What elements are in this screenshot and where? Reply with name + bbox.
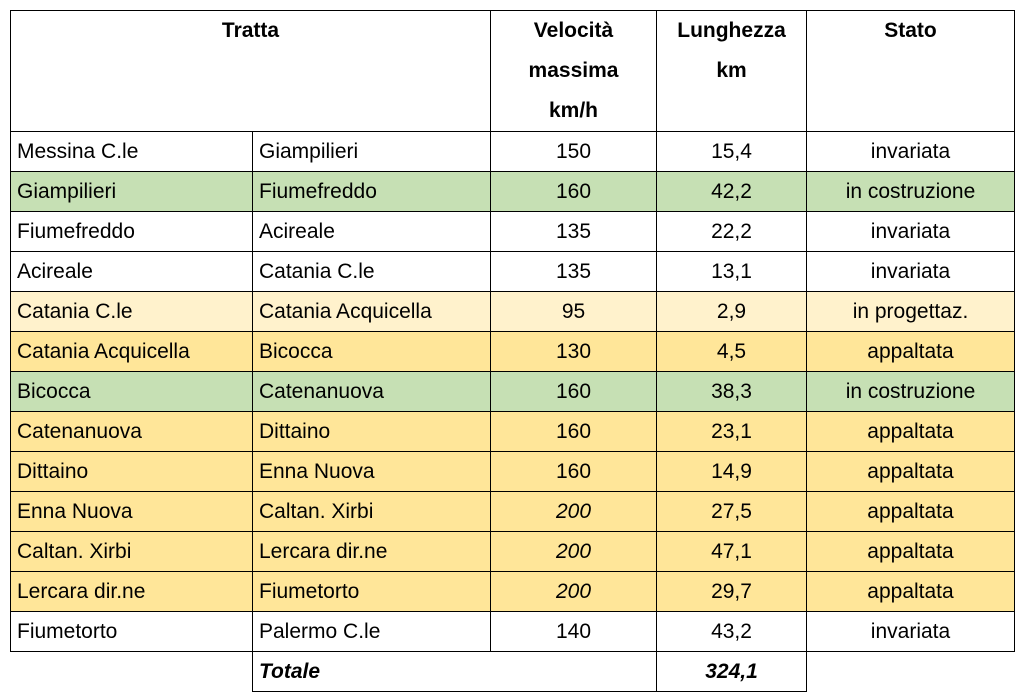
- from-cell: Fiumetorto: [10, 611, 253, 652]
- route-row: Giampilieri Fiumefreddo 160 42,2 in costruzi…: [10, 171, 1015, 212]
- to-cell: Lercara dir.ne: [252, 531, 491, 572]
- status-cell: appaltata: [806, 571, 1015, 612]
- length-cell: 22,2: [656, 211, 807, 252]
- status-cell: invariata: [806, 611, 1015, 652]
- header-line: Velocità: [533, 19, 614, 42]
- empty-cell: [11, 652, 253, 692]
- from-cell: Giampilieri: [10, 171, 253, 212]
- length-cell: 43,2: [656, 611, 807, 652]
- speed-cell: 135: [490, 211, 657, 252]
- route-row: Catania Acquicella Bicocca 130 4,5 appaltata: [10, 331, 1015, 372]
- speed-cell: 140: [490, 611, 657, 652]
- length-cell: 38,3: [656, 371, 807, 412]
- length-cell: 14,9: [656, 451, 807, 492]
- status-cell: in costruzione: [806, 171, 1015, 212]
- empty-cell: [807, 652, 1015, 692]
- route-row: Fiumefreddo Acireale 135 22,2 invariata: [10, 211, 1015, 252]
- to-cell: Giampilieri: [252, 131, 491, 172]
- status-cell: appaltata: [806, 411, 1015, 452]
- length-cell: 13,1: [656, 251, 807, 292]
- speed-cell: 200: [490, 491, 657, 532]
- route-row: Acireale Catania C.le 135 13,1 invariata: [10, 251, 1015, 292]
- route-row: Lercara dir.ne Fiumetorto 200 29,7 appaltata: [10, 571, 1015, 612]
- total-label: Totale: [252, 651, 657, 692]
- speed-cell: 160: [490, 411, 657, 452]
- speed-cell: 95: [490, 291, 657, 332]
- from-cell: Dittaino: [10, 451, 253, 492]
- length-cell: 47,1: [656, 531, 807, 572]
- status-cell: invariata: [806, 251, 1015, 292]
- from-cell: Catania Acquicella: [10, 331, 253, 372]
- total-value: 324,1: [656, 651, 807, 692]
- speed-cell: 160: [490, 171, 657, 212]
- status-cell: invariata: [806, 131, 1015, 172]
- route-row: Dittaino Enna Nuova 160 14,9 appaltata: [10, 451, 1015, 492]
- speed-cell: 160: [490, 451, 657, 492]
- to-cell: Fiumetorto: [252, 571, 491, 612]
- to-cell: Catania C.le: [252, 251, 491, 292]
- from-cell: Acireale: [10, 251, 253, 292]
- route-row: Bicocca Catenanuova 160 38,3 in costruzione: [10, 371, 1015, 412]
- to-cell: Enna Nuova: [252, 451, 491, 492]
- from-cell: Catenanuova: [10, 411, 253, 452]
- from-cell: Caltan. Xirbi: [10, 531, 253, 572]
- speed-cell: 130: [490, 331, 657, 372]
- route-row: Enna Nuova Caltan. Xirbi 200 27,5 appaltata: [10, 491, 1015, 532]
- header-stato: Stato: [806, 10, 1015, 132]
- header-row: Tratta Velocità massima km/h Lunghezza k…: [10, 10, 1015, 132]
- header-line: km/h: [548, 99, 598, 122]
- route-row: Catenanuova Dittaino 160 23,1 appaltata: [10, 411, 1015, 452]
- from-cell: Catania C.le: [10, 291, 253, 332]
- length-cell: 29,7: [656, 571, 807, 612]
- length-cell: 23,1: [656, 411, 807, 452]
- to-cell: Fiumefreddo: [252, 171, 491, 212]
- to-cell: Palermo C.le: [252, 611, 491, 652]
- speed-cell: 135: [490, 251, 657, 292]
- total-row: Totale 324,1: [11, 651, 1015, 692]
- status-cell: in costruzione: [806, 371, 1015, 412]
- from-cell: Lercara dir.ne: [10, 571, 253, 612]
- to-cell: Catenanuova: [252, 371, 491, 412]
- length-cell: 2,9: [656, 291, 807, 332]
- to-cell: Bicocca: [252, 331, 491, 372]
- route-row: Fiumetorto Palermo C.le 140 43,2 invariata: [10, 611, 1015, 652]
- header-velocita: Velocità massima km/h: [490, 10, 657, 132]
- table-body: Messina C.le Giampilieri 150 15,4 invariata G…: [10, 131, 1015, 692]
- route-row: Catania C.le Catania Acquicella 95 2,9 in pr…: [10, 291, 1015, 332]
- route-table: Tratta Velocità massima km/h Lunghezza k…: [10, 10, 1015, 692]
- status-cell: in progettaz.: [806, 291, 1015, 332]
- status-cell: invariata: [806, 211, 1015, 252]
- speed-cell: 160: [490, 371, 657, 412]
- length-cell: 42,2: [656, 171, 807, 212]
- speed-cell: 150: [490, 131, 657, 172]
- header-lunghezza: Lunghezza km: [656, 10, 807, 132]
- from-cell: Messina C.le: [10, 131, 253, 172]
- status-cell: appaltata: [806, 331, 1015, 372]
- length-cell: 27,5: [656, 491, 807, 532]
- to-cell: Catania Acquicella: [252, 291, 491, 332]
- header-tratta: Tratta: [10, 10, 491, 132]
- speed-cell: 200: [490, 531, 657, 572]
- to-cell: Caltan. Xirbi: [252, 491, 491, 532]
- header-line: km: [716, 59, 747, 82]
- status-cell: appaltata: [806, 531, 1015, 572]
- length-cell: 4,5: [656, 331, 807, 372]
- from-cell: Enna Nuova: [10, 491, 253, 532]
- length-cell: 15,4: [656, 131, 807, 172]
- status-cell: appaltata: [806, 451, 1015, 492]
- to-cell: Acireale: [252, 211, 491, 252]
- route-row: Messina C.le Giampilieri 150 15,4 invariata: [10, 131, 1015, 172]
- header-line: massima: [528, 59, 619, 82]
- status-cell: appaltata: [806, 491, 1015, 532]
- header-line: Lunghezza: [677, 19, 786, 42]
- to-cell: Dittaino: [252, 411, 491, 452]
- speed-cell: 200: [490, 571, 657, 612]
- from-cell: Bicocca: [10, 371, 253, 412]
- from-cell: Fiumefreddo: [10, 211, 253, 252]
- route-row: Caltan. Xirbi Lercara dir.ne 200 47,1 appalt…: [10, 531, 1015, 572]
